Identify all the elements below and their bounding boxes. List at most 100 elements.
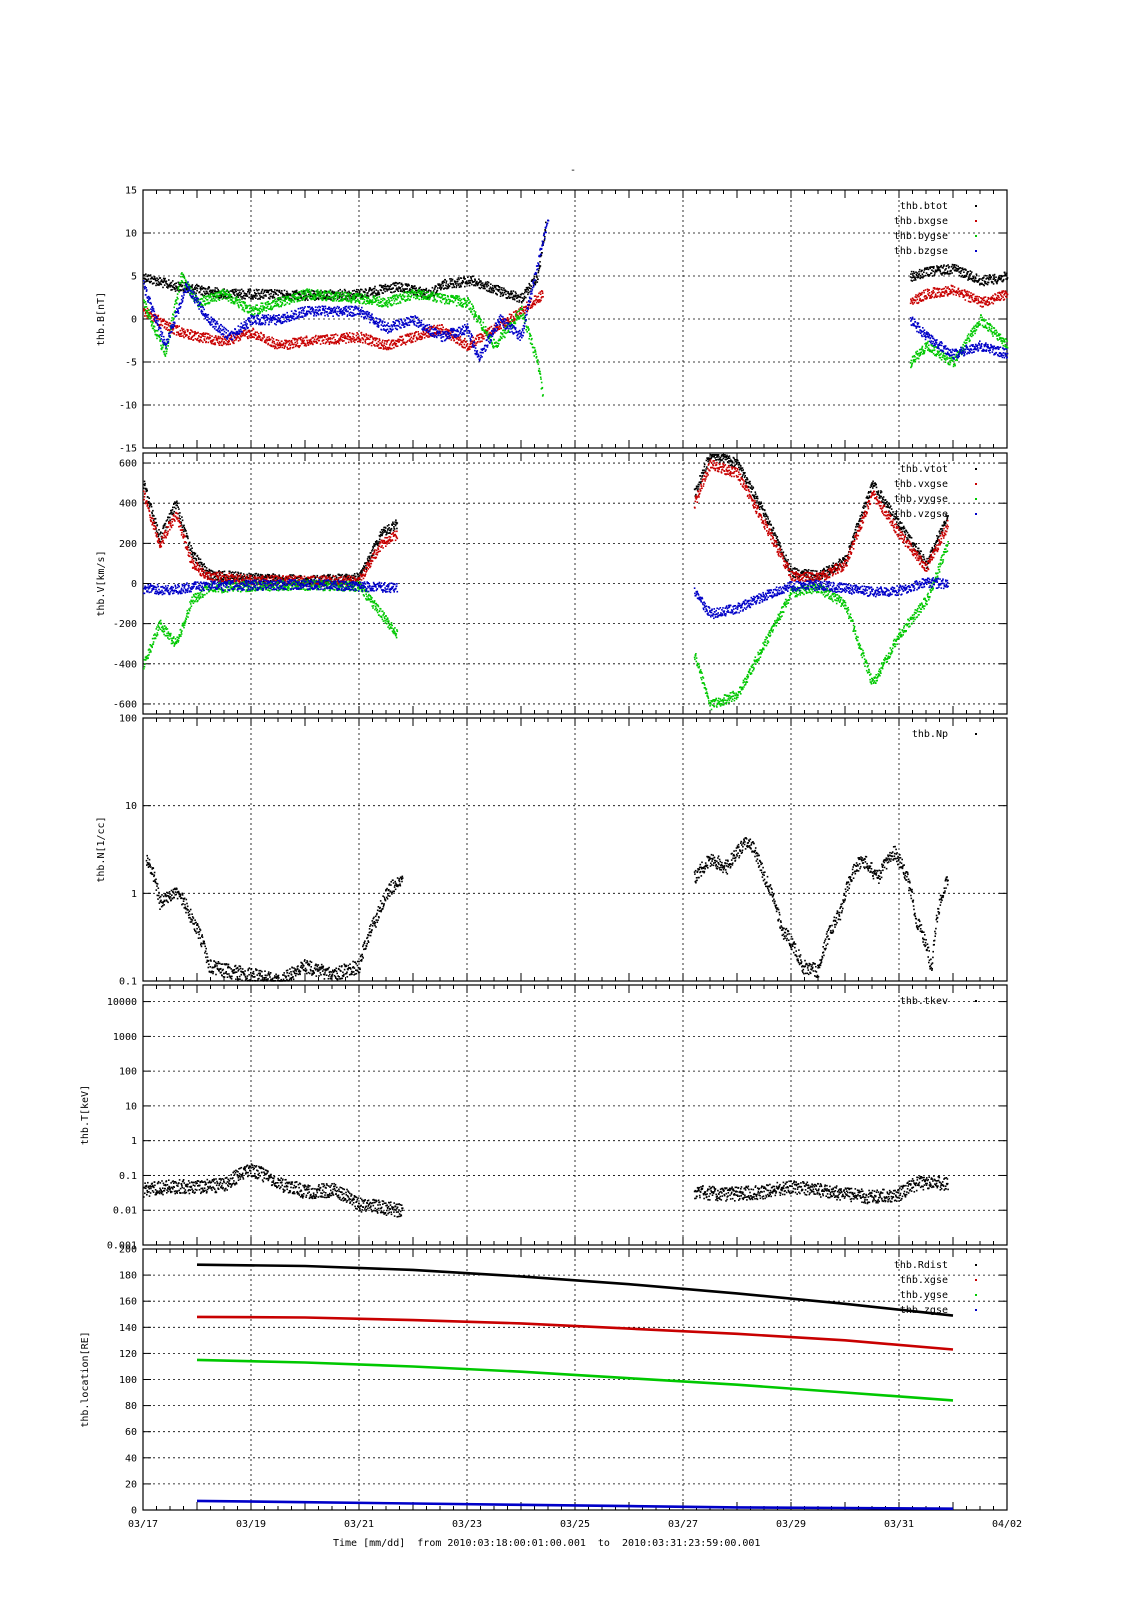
data-point <box>359 295 362 297</box>
data-point <box>521 292 523 295</box>
data-point <box>317 294 320 297</box>
data-point <box>448 285 451 287</box>
data-point <box>276 339 278 341</box>
data-point <box>914 296 917 298</box>
data-point <box>260 302 263 304</box>
data-point <box>271 290 273 293</box>
data-point <box>286 301 288 304</box>
data-point <box>485 332 488 335</box>
data-point <box>488 290 491 292</box>
data-point <box>999 333 1002 336</box>
data-point <box>235 298 238 300</box>
data-point <box>323 290 326 292</box>
data-point <box>206 292 209 294</box>
data-point <box>522 310 525 313</box>
data-point <box>254 295 256 297</box>
data-point <box>348 295 350 298</box>
data-point <box>201 293 203 296</box>
data-point <box>527 291 530 294</box>
data-point <box>237 305 240 307</box>
data-point <box>492 287 495 290</box>
data-point <box>400 295 403 298</box>
data-point <box>292 346 295 349</box>
data-point <box>516 296 519 299</box>
data-point <box>161 324 164 327</box>
data-point <box>274 347 276 350</box>
data-point <box>363 333 365 336</box>
data-point <box>993 277 996 280</box>
data-point <box>329 289 332 291</box>
data-point <box>925 274 927 277</box>
data-point <box>949 290 951 293</box>
data-point <box>959 267 961 269</box>
data-point <box>952 290 954 293</box>
data-point <box>156 317 158 319</box>
data-point <box>473 310 475 312</box>
data-point <box>209 296 211 298</box>
data-point <box>410 291 413 293</box>
data-point <box>220 296 222 299</box>
data-point <box>228 340 230 343</box>
data-point <box>236 331 239 333</box>
data-point <box>346 291 349 294</box>
data-point <box>962 276 964 278</box>
data-point <box>269 306 272 309</box>
data-point <box>206 336 209 338</box>
data-point <box>530 287 532 290</box>
data-point <box>162 344 165 347</box>
data-point <box>244 307 247 310</box>
data-point <box>493 324 496 327</box>
data-point <box>478 278 480 280</box>
data-point <box>914 279 917 281</box>
data-point <box>164 320 167 323</box>
data-point <box>174 288 176 290</box>
data-point <box>435 285 437 288</box>
data-point <box>337 341 340 343</box>
data-point <box>942 267 944 269</box>
data-point <box>963 271 965 273</box>
data-point <box>534 282 537 284</box>
data-point <box>245 306 247 308</box>
data-point <box>518 301 520 303</box>
data-point <box>249 336 251 339</box>
data-point <box>946 271 949 274</box>
data-point <box>271 340 274 342</box>
data-point <box>478 287 481 289</box>
data-point <box>938 268 940 271</box>
data-point <box>451 286 454 289</box>
data-point <box>983 280 986 282</box>
data-point <box>444 287 447 289</box>
data-point <box>288 302 291 305</box>
data-point <box>158 336 161 339</box>
data-point <box>375 289 378 291</box>
data-point <box>960 275 962 278</box>
data-point <box>920 351 923 353</box>
data-point <box>967 294 970 297</box>
data-point <box>304 299 306 302</box>
data-point <box>251 308 254 310</box>
data-point <box>914 358 917 361</box>
data-point <box>1004 345 1006 348</box>
data-point <box>186 287 189 289</box>
data-point <box>510 290 513 292</box>
data-point <box>170 328 172 331</box>
data-point <box>912 276 915 278</box>
data-point <box>468 284 471 287</box>
data-point <box>174 300 177 303</box>
data-point <box>936 292 939 294</box>
data-point <box>230 295 233 298</box>
data-point <box>914 356 916 358</box>
data-point <box>247 288 250 291</box>
data-point <box>475 344 477 346</box>
data-point <box>145 309 147 312</box>
data-point <box>317 290 320 293</box>
data-point <box>393 302 395 305</box>
data-point <box>203 296 205 299</box>
data-point <box>408 289 411 292</box>
data-point <box>406 285 409 288</box>
data-point <box>324 336 326 339</box>
data-point <box>369 342 371 345</box>
data-point <box>373 296 375 299</box>
data-point <box>170 284 172 287</box>
data-point <box>970 295 973 297</box>
